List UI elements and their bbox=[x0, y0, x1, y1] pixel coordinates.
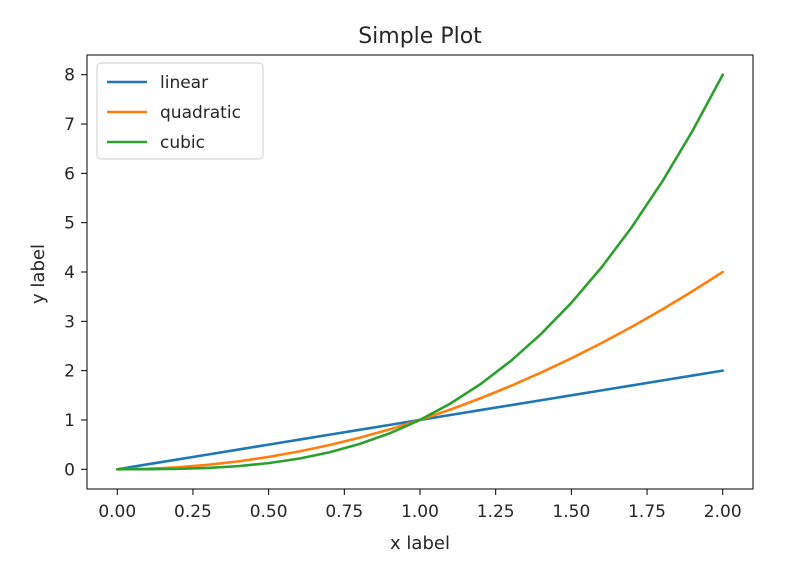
y-tick-label: 3 bbox=[64, 312, 75, 332]
legend-label: linear bbox=[160, 73, 208, 93]
y-axis-label: y label bbox=[28, 244, 49, 304]
legend-box bbox=[96, 62, 264, 160]
x-tick-label: 1.00 bbox=[401, 502, 439, 522]
x-axis-label: x label bbox=[390, 533, 450, 554]
x-tick-label: 1.25 bbox=[477, 502, 515, 522]
y-tick-label: 8 bbox=[64, 66, 75, 86]
x-tick-label: 0.50 bbox=[250, 502, 288, 522]
y-tick-label: 0 bbox=[64, 460, 75, 480]
y-tick-label: 1 bbox=[64, 411, 75, 431]
y-tick-label: 4 bbox=[64, 263, 75, 283]
x-tick-label: 2.00 bbox=[704, 502, 742, 522]
y-tick-label: 5 bbox=[64, 214, 75, 234]
x-tick-label: 1.75 bbox=[628, 502, 666, 522]
series-line-quadratic bbox=[115, 270, 725, 471]
legend-label: quadratic bbox=[160, 103, 241, 123]
y-tick-label: 7 bbox=[64, 115, 75, 135]
series-line-cubic bbox=[115, 73, 725, 471]
x-tick-label: 1.50 bbox=[552, 502, 590, 522]
chart-title: Simple Plot bbox=[358, 24, 482, 49]
legend-label: cubic bbox=[160, 133, 205, 153]
x-tick-label: 0.25 bbox=[174, 502, 212, 522]
y-tick-label: 2 bbox=[64, 362, 75, 382]
legend: linear quadratic cubic bbox=[96, 62, 264, 160]
y-axis-ticks: 0 1 2 3 4 5 6 7 8 bbox=[64, 66, 87, 480]
plot-lines bbox=[115, 73, 725, 471]
x-tick-label: 0.00 bbox=[98, 502, 136, 522]
x-tick-label: 0.75 bbox=[325, 502, 363, 522]
y-tick-label: 6 bbox=[64, 164, 75, 184]
x-axis-ticks: 0.00 0.25 0.50 0.75 1.00 1.25 1.50 1.75 2.00 bbox=[98, 489, 742, 522]
